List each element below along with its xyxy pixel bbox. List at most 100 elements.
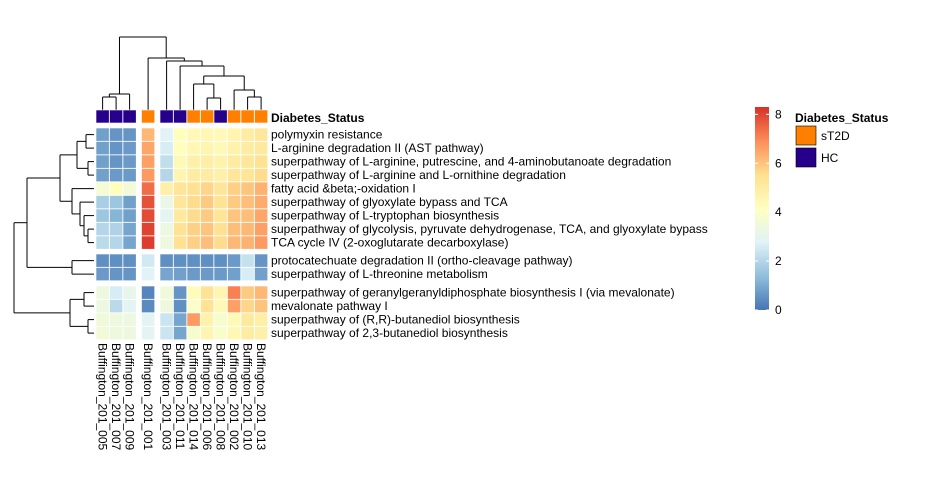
column-label: Buffington_201_013: [254, 343, 268, 451]
legend-swatch: [795, 147, 817, 168]
heatmap-cell: [200, 181, 214, 196]
heatmap-cell: [141, 312, 155, 327]
heatmap-cell: [213, 208, 228, 223]
heatmap-cell: [227, 222, 241, 236]
heatmap-cell: [109, 141, 123, 155]
annotation-cell: [122, 109, 137, 124]
heatmap-cell: [213, 154, 228, 169]
heatmap-cell: [95, 299, 110, 313]
heatmap-cell: [109, 154, 123, 169]
heatmap-cell: [109, 195, 123, 209]
row-label: superpathway of L-threonine metabolism: [271, 267, 488, 281]
heatmap-cell: [227, 253, 241, 268]
heatmap-cell: [213, 326, 228, 340]
annotation-cell: [254, 109, 268, 124]
heatmap-cell: [213, 285, 228, 300]
heatmap-cell: [122, 222, 137, 236]
heatmap-cell: [227, 326, 241, 340]
heatmap-cell: [141, 299, 155, 313]
heatmap-cell: [186, 267, 201, 281]
heatmap-cell: [95, 326, 110, 340]
heatmap-cell: [141, 253, 155, 268]
heatmap-cell: [141, 168, 155, 182]
heatmap-cell: [173, 195, 187, 209]
heatmap-cell: [173, 127, 187, 142]
heatmap-cell: [186, 312, 201, 327]
row-dendrogram: [13, 134, 94, 334]
heatmap-cell: [254, 299, 268, 313]
heatmap-cell: [240, 235, 255, 250]
heatmap-cell: [254, 312, 268, 327]
heatmap-cell: [186, 222, 201, 236]
heatmap-cell: [109, 181, 123, 196]
heatmap-cell: [122, 253, 137, 268]
row-label: superpathway of glycolysis, pyruvate deh…: [271, 222, 708, 236]
annotation-cell: [159, 109, 174, 124]
column-label: Buffington_201_005: [96, 343, 110, 451]
heatmap-cell: [159, 253, 174, 268]
row-label: TCA cycle IV (2-oxoglutarate decarboxyla…: [271, 236, 508, 250]
heatmap-cell: [109, 235, 123, 250]
row-label: superpathway of (R,R)-butanediol biosynt…: [271, 313, 520, 327]
heatmap-cell: [122, 235, 137, 250]
heatmap-cell: [159, 235, 174, 250]
heatmap-cell: [227, 181, 241, 196]
heatmap-cell: [173, 235, 187, 250]
heatmap-cell: [109, 299, 123, 313]
heatmap-cell: [240, 181, 255, 196]
row-label: superpathway of glyoxylate bypass and TC…: [271, 195, 508, 209]
heatmap-cell: [122, 154, 137, 169]
heatmap-cell: [240, 267, 255, 281]
heatmap-cell: [122, 195, 137, 209]
heatmap-cell: [254, 235, 268, 250]
heatmap-cell: [213, 253, 228, 268]
heatmap-cell: [186, 141, 201, 155]
heatmap-cell: [173, 267, 187, 281]
heatmap-cell: [95, 253, 110, 268]
column-label: Buffington_201_009: [123, 343, 137, 451]
column-labels: Buffington_201_005 Buffington_201_007 Buff…: [96, 343, 269, 451]
column-label: Buffington_201_011: [173, 343, 187, 450]
heatmap-cell: [213, 235, 228, 250]
heatmap-cell: [109, 253, 123, 268]
heatmap-cell: [159, 222, 174, 236]
heatmap-cell: [186, 127, 201, 142]
heatmap-cell: [141, 326, 155, 340]
heatmap-cell: [95, 154, 110, 169]
heatmap-cell: [186, 154, 201, 169]
annotation-cell: [186, 109, 201, 124]
heatmap-cell: [254, 127, 268, 142]
heatmap-cell: [254, 181, 268, 196]
heatmap-cell: [213, 267, 228, 281]
heatmap-cell: [109, 326, 123, 340]
annotation-cell: [227, 109, 241, 124]
annotation-cell: [240, 109, 255, 124]
heatmap-cell: [213, 141, 228, 155]
heatmap-cell: [159, 181, 174, 196]
column-label: Buffington_201_001: [141, 343, 155, 451]
heatmap-cell: [213, 168, 228, 182]
heatmap-cell: [159, 141, 174, 155]
heatmap-cell: [213, 299, 228, 313]
heatmap-cell: [200, 154, 214, 169]
heatmap-cell: [122, 299, 137, 313]
heatmap-cell: [186, 235, 201, 250]
heatmap-cell: [141, 235, 155, 250]
heatmap-cell: [141, 267, 155, 281]
row-label: superpathway of L-tryptophan biosynthesi…: [271, 209, 499, 223]
row-label: superpathway of geranylgeranyldiphosphat…: [271, 286, 675, 300]
heatmap-cell: [109, 208, 123, 223]
column-label: Buffington_201_008: [214, 343, 228, 451]
row-label: polymyxin resistance: [271, 128, 383, 142]
heatmap-cell: [227, 141, 241, 155]
colorbar: 8 6 4 2 0: [755, 107, 782, 317]
heatmap-cell: [95, 141, 110, 155]
legend-swatch: [795, 125, 817, 146]
heatmap-cell: [173, 326, 187, 340]
heatmap-cell: [200, 285, 214, 300]
heatmap-cell: [254, 285, 268, 300]
column-label: Buffington_201_007: [109, 343, 123, 451]
colorbar-tick-label: 6: [775, 156, 782, 170]
annotation-cell: [141, 109, 155, 124]
heatmap-cell: [254, 253, 268, 268]
